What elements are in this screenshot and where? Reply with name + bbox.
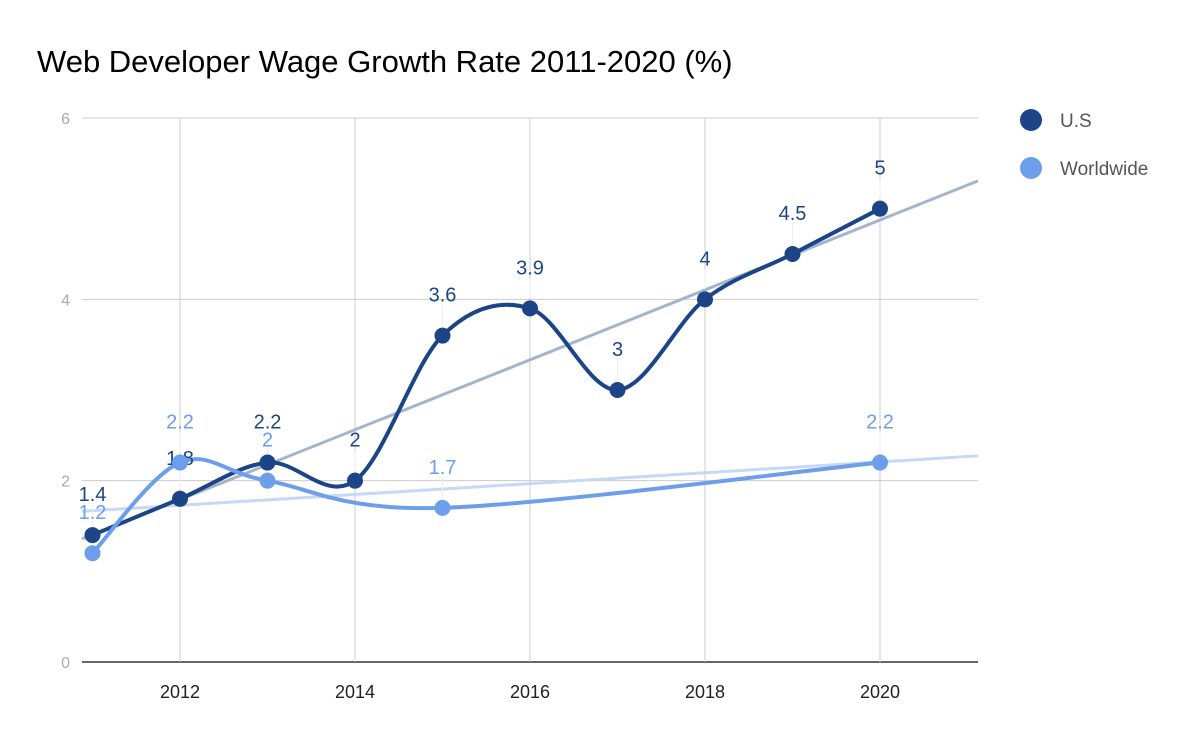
y-tick-label: 6 <box>61 111 70 128</box>
trendline-worldwide <box>81 454 979 513</box>
legend-marker <box>1020 157 1042 179</box>
y-tick-label: 2 <box>61 474 70 491</box>
data-label: 3.6 <box>429 285 457 307</box>
data-label: 2.2 <box>254 412 282 434</box>
data-label: 4.5 <box>779 203 807 225</box>
data-point <box>259 472 276 489</box>
data-point <box>259 454 276 471</box>
x-tick-label: 2016 <box>510 682 550 702</box>
data-label: 1.2 <box>79 502 107 524</box>
data-label: 3 <box>612 339 623 361</box>
legend-marker <box>1020 109 1042 131</box>
data-point <box>172 454 188 471</box>
data-label: 2.2 <box>866 412 894 434</box>
data-label: 2 <box>349 430 360 452</box>
x-tick-label: 2014 <box>335 682 375 702</box>
data-label: 4 <box>699 248 710 270</box>
data-point <box>434 327 451 344</box>
data-label: 1.7 <box>429 457 457 479</box>
data-point <box>697 291 713 308</box>
data-point <box>84 545 101 562</box>
data-label: 5 <box>874 158 885 180</box>
y-tick-label: 0 <box>61 655 70 672</box>
legend-label: Worldwide <box>1060 159 1148 180</box>
legend-label: U.S <box>1060 111 1092 132</box>
data-point <box>522 300 538 317</box>
x-tick-label: 2020 <box>860 682 900 702</box>
data-point <box>434 499 451 516</box>
data-point <box>609 382 626 398</box>
data-label: 1.4 <box>79 484 107 506</box>
data-label: 2.2 <box>166 412 194 434</box>
x-tick-label: 2012 <box>160 682 200 702</box>
data-point <box>84 527 101 544</box>
data-point <box>172 490 188 507</box>
data-label: 3.9 <box>516 257 544 279</box>
data-label: 2 <box>262 430 273 452</box>
y-tick-label: 4 <box>61 292 70 309</box>
chart-title: Web Developer Wage Growth Rate 2011-2020… <box>37 44 733 79</box>
trendline-us <box>81 179 979 541</box>
data-point <box>872 454 888 471</box>
data-point <box>347 472 363 489</box>
series-line <box>91 457 881 555</box>
x-tick-label: 2018 <box>685 682 725 702</box>
data-point <box>872 200 888 217</box>
data-point <box>784 246 801 262</box>
